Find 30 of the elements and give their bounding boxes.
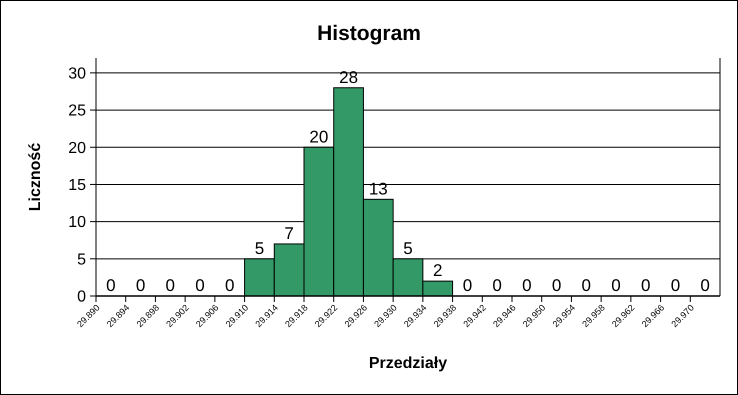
data-label: 20 (309, 127, 328, 146)
y-tick-label: 0 (77, 288, 86, 306)
data-label: 0 (106, 276, 116, 295)
chart-title: Histogram (317, 22, 421, 45)
data-label: 5 (254, 238, 264, 258)
data-label: 2 (432, 261, 442, 280)
data-label: 0 (552, 276, 562, 295)
data-label: 0 (611, 276, 621, 295)
data-label: 0 (522, 276, 532, 295)
y-tick-label: 10 (68, 214, 86, 232)
y-tick-label: 30 (68, 65, 86, 82)
data-label: 0 (195, 276, 205, 295)
data-label: 0 (492, 276, 502, 295)
data-label: 5 (403, 238, 413, 258)
data-label: 0 (166, 276, 176, 295)
data-label: 0 (224, 276, 234, 295)
data-label: 0 (700, 276, 710, 295)
data-label: 0 (136, 276, 146, 295)
data-label: 0 (582, 276, 592, 295)
y-tick-label: 5 (77, 251, 86, 268)
data-label: 0 (670, 276, 680, 295)
y-axis-title: Liczność (27, 142, 44, 212)
y-tick-label: 25 (68, 102, 86, 120)
x-axis-title: Przedziały (368, 355, 448, 372)
data-label: 7 (284, 224, 294, 243)
data-label: 28 (339, 68, 358, 87)
y-tick-label: 20 (68, 140, 86, 157)
y-tick-label: 15 (68, 177, 86, 194)
data-label: 0 (462, 276, 472, 295)
data-label: 0 (640, 276, 650, 295)
